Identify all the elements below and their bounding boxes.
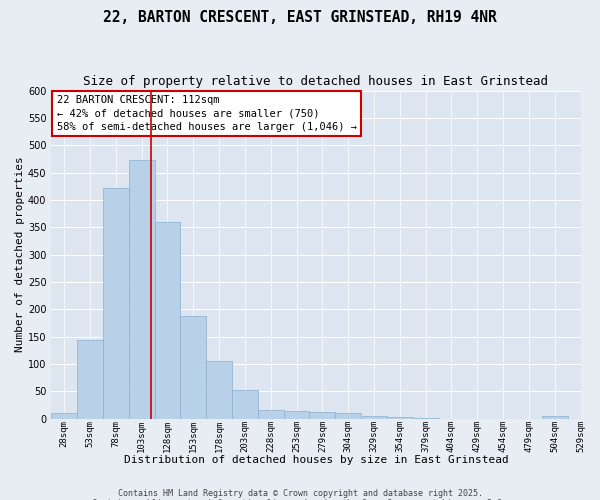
Text: Contains public sector information licensed under the Open Government Licence v3: Contains public sector information licen…	[92, 498, 508, 500]
Bar	[77, 340, 103, 418]
Y-axis label: Number of detached properties: Number of detached properties	[15, 156, 25, 352]
Bar	[335, 413, 361, 418]
Bar	[542, 416, 568, 418]
Bar	[206, 361, 232, 418]
X-axis label: Distribution of detached houses by size in East Grinstead: Distribution of detached houses by size …	[124, 455, 508, 465]
Bar	[129, 160, 155, 418]
Bar	[155, 222, 181, 418]
Bar	[310, 412, 335, 418]
Bar	[361, 416, 387, 418]
Text: 22 BARTON CRESCENT: 112sqm
← 42% of detached houses are smaller (750)
58% of sem: 22 BARTON CRESCENT: 112sqm ← 42% of deta…	[56, 96, 356, 132]
Bar	[181, 316, 206, 418]
Bar	[103, 188, 129, 418]
Bar	[258, 410, 284, 418]
Bar	[284, 412, 310, 418]
Title: Size of property relative to detached houses in East Grinstead: Size of property relative to detached ho…	[83, 75, 548, 88]
Bar	[232, 390, 258, 418]
Bar	[51, 413, 77, 418]
Text: 22, BARTON CRESCENT, EAST GRINSTEAD, RH19 4NR: 22, BARTON CRESCENT, EAST GRINSTEAD, RH1…	[103, 10, 497, 25]
Text: Contains HM Land Registry data © Crown copyright and database right 2025.: Contains HM Land Registry data © Crown c…	[118, 488, 482, 498]
Bar	[387, 417, 413, 418]
